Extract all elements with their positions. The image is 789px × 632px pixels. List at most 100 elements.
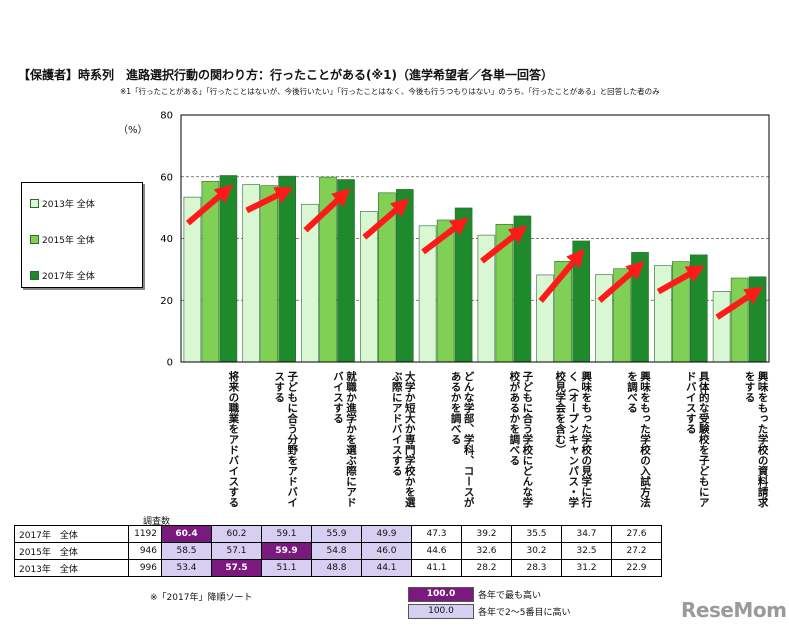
row-sample-size: 1192 <box>128 525 162 543</box>
bars <box>183 175 767 363</box>
table-cell: 60.2 <box>211 525 262 543</box>
legend-label-2015: 2015年 全体 <box>42 236 95 246</box>
plot-frame <box>180 114 770 363</box>
category-label-1: 子どもに合う分野をアドバイスする <box>273 371 299 508</box>
sort-note: ※「2017年」降順ソート <box>150 593 253 603</box>
table-cell: 41.1 <box>411 559 462 577</box>
table-cell: 32.6 <box>461 542 512 560</box>
table-cell: 59.1 <box>261 525 312 543</box>
trend-arrow-1 <box>245 187 294 214</box>
legend-label-2013: 2013年 全体 <box>42 200 95 210</box>
table-cell: 53.4 <box>161 559 212 577</box>
table-cell: 59.9 <box>261 542 312 560</box>
bar-2017-5 <box>513 215 532 363</box>
table-cell: 32.5 <box>561 542 612 560</box>
legend-item-2015: 2015年 全体 <box>30 233 95 246</box>
trend-arrow-5 <box>480 225 528 264</box>
table-cell: 54.8 <box>311 542 362 560</box>
bar-2015-1 <box>260 185 279 363</box>
table-cell: 51.1 <box>261 559 312 577</box>
key-top-label: 各年で最も高い <box>478 591 542 601</box>
table-cell: 27.2 <box>611 542 662 560</box>
table-cell: 39.2 <box>461 525 512 543</box>
row-label: 2017年 全体 <box>14 525 129 543</box>
resemom-logo: ReseMom <box>681 598 787 622</box>
bar-2017-3 <box>395 189 414 363</box>
table-cell: 47.3 <box>411 525 462 543</box>
table-cell: 34.7 <box>561 525 612 543</box>
table-cell: 22.9 <box>611 559 662 577</box>
chart-title: 【保護者】時系列 進路選択行動の関わり方：行ったことがある(※1)（進学希望者／… <box>18 68 553 82</box>
trend-arrow-9 <box>715 286 764 320</box>
table-cell: 49.9 <box>361 525 412 543</box>
bar-2017-9 <box>748 276 767 363</box>
category-label-0: 将来の職業をアドバイスする <box>227 371 240 508</box>
legend-item-2013: 2013年 全体 <box>30 197 95 210</box>
bar-2017-4 <box>454 207 473 363</box>
table-cell: 46.0 <box>361 542 412 560</box>
category-label-7: 興味をもった学校の入試方法を調べる <box>626 371 651 508</box>
footnote-definition: ※1「行ったことがある」「行ったことはないが、今後行いたい」「行ったことはなく、… <box>120 87 660 96</box>
table-cell: 28.2 <box>461 559 512 577</box>
y-tick-label: 40 <box>160 234 173 245</box>
trend-arrow-3 <box>362 198 410 240</box>
category-label-8: 具体的な受験校を子どもにアドバイスする <box>684 371 710 508</box>
table-cell: 44.6 <box>411 542 462 560</box>
bar-2013-8 <box>653 265 672 363</box>
trend-arrow-7 <box>597 261 645 303</box>
row-sample-size: 946 <box>128 542 162 560</box>
trend-arrow-8 <box>656 265 705 295</box>
table-cell: 30.2 <box>511 542 562 560</box>
row-label: 2015年 全体 <box>14 542 129 560</box>
legend-label-2017: 2017年 全体 <box>42 272 95 282</box>
table-cell: 35.5 <box>511 525 562 543</box>
sample-size-header: 調査数 <box>143 517 171 527</box>
table-cell: 58.5 <box>161 542 212 560</box>
category-label-2: 就職か進学かを選ぶ際にアドバイスする <box>332 371 357 508</box>
bar-2017-2 <box>337 179 355 363</box>
table-cell: 28.3 <box>511 559 562 577</box>
bar-2017-0 <box>219 175 238 363</box>
y-axis-label: （%） <box>118 125 148 136</box>
table-row: 2017年 全体 1192 60.4 60.2 59.1 55.9 49.9 47.3 39.2… <box>14 525 662 543</box>
bar-2017-1 <box>278 175 297 363</box>
legend: 2013年 全体 2015年 全体 2017年 全体 <box>21 182 143 288</box>
table-cell: 55.9 <box>311 525 362 543</box>
table-row: 2013年 全体 996 53.4 57.5 51.1 48.8 44.1 41.1 28.2 2… <box>14 559 662 577</box>
category-label-9: 興味をもった学校の資料請求をする <box>743 371 769 508</box>
table-cell: 57.1 <box>211 542 262 560</box>
key-hi-swatch: 100.0 <box>408 604 474 619</box>
table-cell: 48.8 <box>311 559 362 577</box>
bar-2013-9 <box>712 290 731 363</box>
data-table: 2017年 全体 1192 60.4 60.2 59.1 55.9 49.9 47.3 39.2… <box>14 525 662 577</box>
y-tick-label: 60 <box>160 172 173 183</box>
trend-arrows <box>185 184 764 320</box>
key-top-swatch: 100.0 <box>408 587 474 602</box>
legend-item-2017: 2017年 全体 <box>30 269 95 282</box>
table-cell: 44.1 <box>361 559 412 577</box>
legend-swatch-2015 <box>30 235 39 244</box>
key-hi-label: 各年で2～5番目に高い <box>478 608 571 618</box>
table-cell: 57.5 <box>211 559 262 577</box>
trend-arrow-0 <box>185 184 234 226</box>
table-cell: 60.4 <box>161 525 212 543</box>
y-tick-label: 80 <box>160 111 173 122</box>
category-label-4: どんな学部、学科、コースがあるかを調べる <box>449 371 475 508</box>
bar-2015-9 <box>730 277 749 363</box>
category-label-3: 大学か短大か専門学校かを選ぶ際にアドバイスする <box>390 371 416 508</box>
trend-arrow-6 <box>538 248 585 303</box>
legend-swatch-2017 <box>30 271 39 280</box>
bar-chart: 0 20 40 60 80 <box>160 111 770 369</box>
table-row: 2015年 全体 946 58.5 57.1 59.9 54.8 46.0 44.6 32.6 3… <box>14 542 662 560</box>
legend-swatch-2013 <box>30 199 39 208</box>
table-cell: 31.2 <box>561 559 612 577</box>
trend-arrow-4 <box>421 217 469 255</box>
trend-arrow-2 <box>303 188 351 233</box>
category-label-5: 子どもに合う学校にどんな学校があるかを調べる <box>508 371 534 508</box>
category-label-6: 興味をもった学校の見学に行く（オープンキャンパス・学校見学会を含む） <box>554 371 593 508</box>
row-sample-size: 996 <box>128 559 162 577</box>
y-tick-label: 20 <box>160 296 173 307</box>
y-tick-label: 0 <box>167 358 173 369</box>
y-axis: 0 20 40 60 80 <box>160 111 770 369</box>
table-cell: 27.6 <box>611 525 662 543</box>
